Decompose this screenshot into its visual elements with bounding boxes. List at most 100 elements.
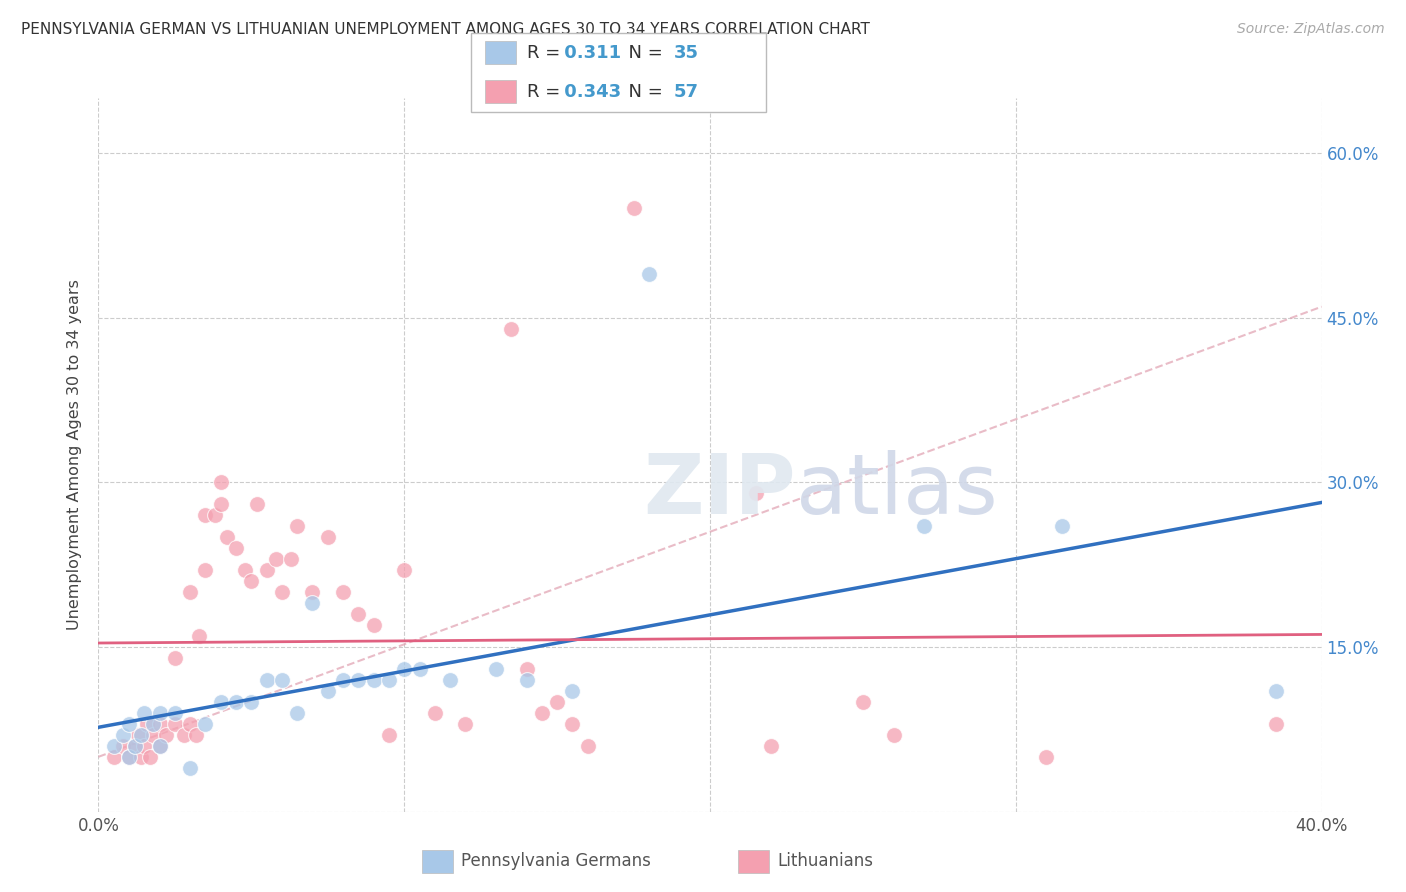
Point [852,695,875,709]
Point [423,706,446,720]
Point [759,739,782,753]
Point [256,563,278,577]
Text: R =: R = [527,83,567,101]
Point [285,706,308,720]
Point [363,673,385,687]
Point [264,552,287,566]
Text: 0.311: 0.311 [558,44,621,62]
Point [501,321,523,335]
Point [246,497,269,511]
Point [124,739,146,753]
Point [301,585,323,599]
Point [142,728,165,742]
Point [280,552,302,566]
Point [363,618,385,632]
Point [136,717,159,731]
Point [332,673,354,687]
Point [111,739,134,753]
Point [124,739,146,753]
Point [179,585,201,599]
Point [439,673,461,687]
Text: 0.343: 0.343 [558,83,621,101]
Point [118,717,141,731]
Point [173,728,195,742]
Point [194,717,217,731]
Point [378,728,401,742]
Text: Source: ZipAtlas.com: Source: ZipAtlas.com [1237,22,1385,37]
Point [142,717,165,731]
Point [118,749,141,764]
Point [530,706,553,720]
Text: PENNSYLVANIA GERMAN VS LITHUANIAN UNEMPLOYMENT AMONG AGES 30 TO 34 YEARS CORRELA: PENNSYLVANIA GERMAN VS LITHUANIAN UNEMPL… [21,22,870,37]
Point [316,684,339,698]
Point [392,563,416,577]
Point [1035,749,1057,764]
Text: atlas: atlas [796,450,997,531]
Text: R =: R = [527,44,567,62]
Point [103,739,125,753]
Point [301,596,323,610]
Point [179,761,201,775]
Point [225,541,247,556]
Point [103,749,125,764]
Point [485,662,508,676]
Point [215,530,238,544]
Point [149,717,172,731]
Point [332,585,354,599]
Point [285,519,308,533]
Point [883,728,905,742]
Point [347,673,370,687]
Point [186,728,208,742]
Point [194,508,217,523]
Text: 35: 35 [673,44,699,62]
Text: Pennsylvania Germans: Pennsylvania Germans [461,852,651,870]
Point [1050,519,1073,533]
Point [188,629,211,643]
Point [576,739,599,753]
Point [256,673,278,687]
Point [179,717,201,731]
Point [270,673,292,687]
Point [561,717,583,731]
Point [240,574,263,589]
Point [163,717,186,731]
Point [347,607,370,621]
Point [745,486,768,500]
Point [139,749,162,764]
Point [118,749,141,764]
Point [134,706,156,720]
Point [204,508,226,523]
Point [209,695,232,709]
Point [516,662,538,676]
Point [149,706,172,720]
Y-axis label: Unemployment Among Ages 30 to 34 years: Unemployment Among Ages 30 to 34 years [67,279,83,631]
Point [408,662,430,676]
Point [134,739,156,753]
Point [225,695,247,709]
Point [240,695,263,709]
Point [149,739,172,753]
Point [454,717,477,731]
Point [546,695,568,709]
Point [194,563,217,577]
Point [1264,717,1286,731]
Point [270,585,292,599]
Text: 57: 57 [673,83,699,101]
Point [129,749,152,764]
Point [209,475,232,490]
Text: N =: N = [617,83,669,101]
Point [378,673,401,687]
Point [155,728,177,742]
Point [127,728,149,742]
Text: ZIP: ZIP [643,450,796,531]
Point [316,530,339,544]
Point [623,201,645,215]
Text: N =: N = [617,44,669,62]
Point [163,706,186,720]
Point [516,673,538,687]
Point [392,662,416,676]
Point [561,684,583,698]
Point [233,563,256,577]
Point [209,497,232,511]
Point [111,728,134,742]
